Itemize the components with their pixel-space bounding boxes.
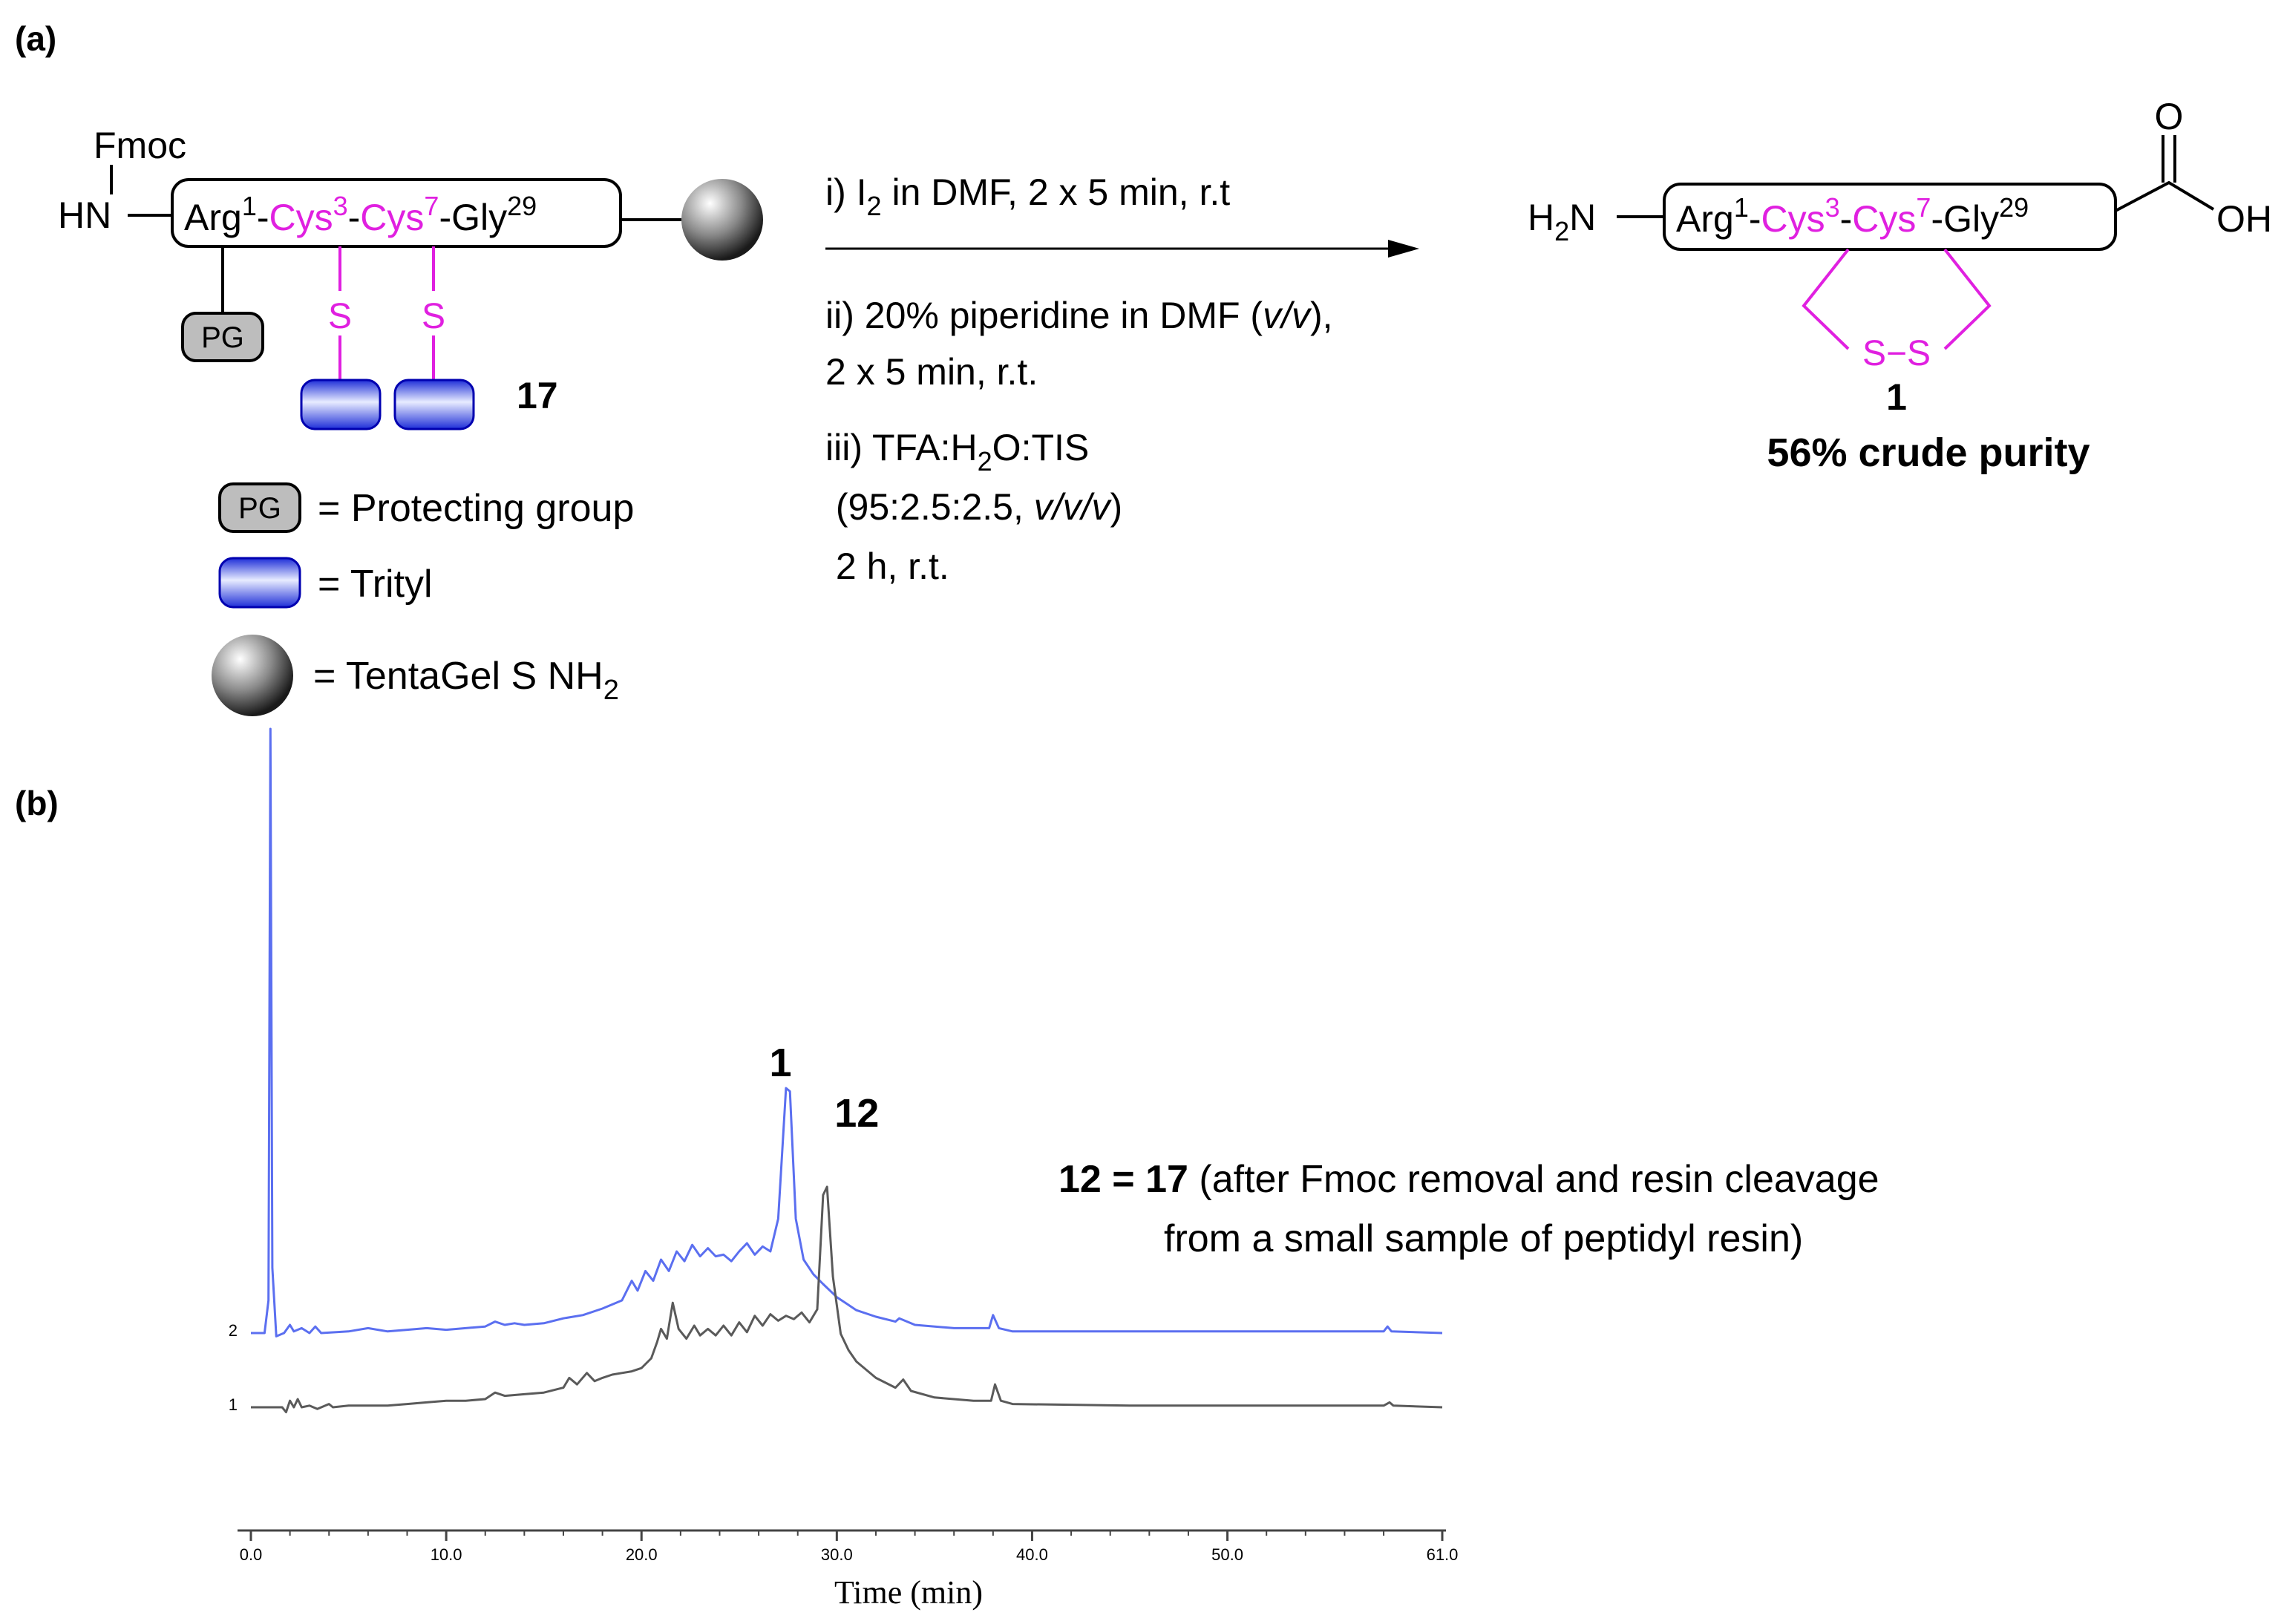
step-1: i) I2 in DMF, 2 x 5 min, r.t [825,171,1230,221]
legend-bead-text: = TentaGel S NH2 [313,655,619,706]
step-3-line-1: iii) TFA:H2O:TIS [825,427,1089,477]
prod-res-1: Arg [1676,198,1734,240]
x-tick-label: 50.0 [1211,1545,1243,1564]
product-1: H2N Arg1-Cys3-Cys7-Gly29 O OH S−S 1 56% … [1528,96,2272,475]
starting-material-17: Fmoc HN Arg1-Cys3-Cys7-Gly29 PG S S 17 [58,125,763,430]
x-tick-label: 0.0 [240,1545,263,1564]
disulfide-bond-right [1943,248,1992,350]
legend-pg-text: = Protecting group [318,487,634,530]
h2n-label: H2N [1528,197,1596,246]
x-axis-title: Time (min) [834,1574,983,1611]
annotation-line-1: 12 = 17 (after Fmoc removal and resin cl… [1058,1158,1879,1201]
hplc-chromatogram: 0.0 10.0 20.0 30.0 40.0 50.0 61.0 21 112 Time … [229,727,1459,1611]
peak-label-12: 12 [834,1091,879,1136]
oh-label: OH [2216,198,2272,240]
pg-label: PG [201,321,244,354]
trace-1 [251,1185,1443,1414]
traces [251,727,1443,1414]
trityl-icon-2 [393,379,475,430]
peptide-box-start [171,178,622,248]
step-3-line-3: 2 h, r.t. [825,546,949,587]
sequence-start: Arg1-Cys3-Cys7-Gly29 [184,191,537,238]
reaction-conditions: i) I2 in DMF, 2 x 5 min, r.t ii) 20% pip… [825,171,1419,587]
resin-bead-icon [681,179,763,261]
hn-label: HN [58,194,111,236]
x-ticks: 0.0 10.0 20.0 30.0 40.0 50.0 61.0 [240,1530,1459,1564]
peak-label-1: 1 [770,1041,792,1085]
prod-res-7: Cys [1852,198,1916,240]
seq-num-3: 3 [333,191,348,221]
compound-17-label: 17 [517,375,558,416]
annotation-line-2: from a small sample of peptidyl resin) [1164,1217,1803,1260]
step-2-line-2: 2 x 5 min, r.t. [825,351,1038,393]
sequence-product: Arg1-Cys3-Cys7-Gly29 [1676,192,2029,240]
compound-1-label: 1 [1886,376,1907,418]
seq-sep-3: - [348,197,361,238]
x-tick-label: 61.0 [1427,1545,1459,1564]
pg-box [181,312,264,362]
legend-trityl-text: = Trityl [318,563,433,606]
prod-res-29: Gly [1943,198,1999,240]
seq-res-29: Gly [451,197,507,238]
x-tick-label: 10.0 [431,1545,462,1564]
seq-res-7: Cys [360,197,424,238]
seq-sep-7: - [439,197,451,238]
trace-labels: 21 [229,1321,238,1414]
seq-num-1: 1 [242,191,257,221]
chromatogram-annotation: 12 = 17 (after Fmoc removal and resin cl… [1058,1158,1879,1260]
legend-pg-symbol: PG [238,492,281,525]
seq-num-29: 29 [507,191,537,221]
x-tick-label: 30.0 [821,1545,853,1564]
trace-label-2: 2 [229,1321,238,1340]
reaction-arrow-head [1388,240,1419,258]
s-atom-cys7: S [422,297,445,336]
disulfide-label: S−S [1862,334,1931,373]
panel-a: (a) Fmoc HN Arg1-Cys3-Cys7-Gly29 PG S S [15,19,2272,716]
x-tick-label: 20.0 [626,1545,658,1564]
prod-res-3: Cys [1761,198,1825,240]
step-3-line-2: (95:2.5:2.5, v/v/v) [825,486,1122,528]
oxygen-label: O [2155,96,2184,137]
crude-purity-label: 56% crude purity [1767,430,2090,475]
legend: PG = Protecting group = Trityl = TentaGe… [212,482,634,716]
seq-sep-1: - [257,197,269,238]
seq-num-7: 7 [424,191,439,221]
trace-2 [251,727,1443,1337]
panel-b: (b) 0.0 10.0 20.0 30.0 40.0 50.0 61.0 21 112 T… [15,727,1879,1611]
trityl-icon-1 [300,379,382,430]
disulfide-bond-left [1802,248,1850,350]
legend-pg-box [218,482,301,533]
legend-trityl-icon [218,557,301,609]
step-2-line-1: ii) 20% piperidine in DMF (v/v), [825,295,1333,336]
seq-res-3: Cys [269,197,333,238]
panel-b-label: (b) [15,784,59,822]
peptide-box-product [1663,183,2117,251]
fmoc-label: Fmoc [94,125,186,166]
trace-label-1: 1 [229,1395,238,1414]
panel-a-label: (a) [15,19,56,58]
x-tick-label: 40.0 [1016,1545,1048,1564]
peak-labels: 1 12 [770,1041,880,1136]
seq-res-1: Arg [184,197,242,238]
s-atom-cys3: S [328,297,352,336]
legend-bead-icon [212,635,293,716]
carboxyl-bonds [2115,180,2215,212]
